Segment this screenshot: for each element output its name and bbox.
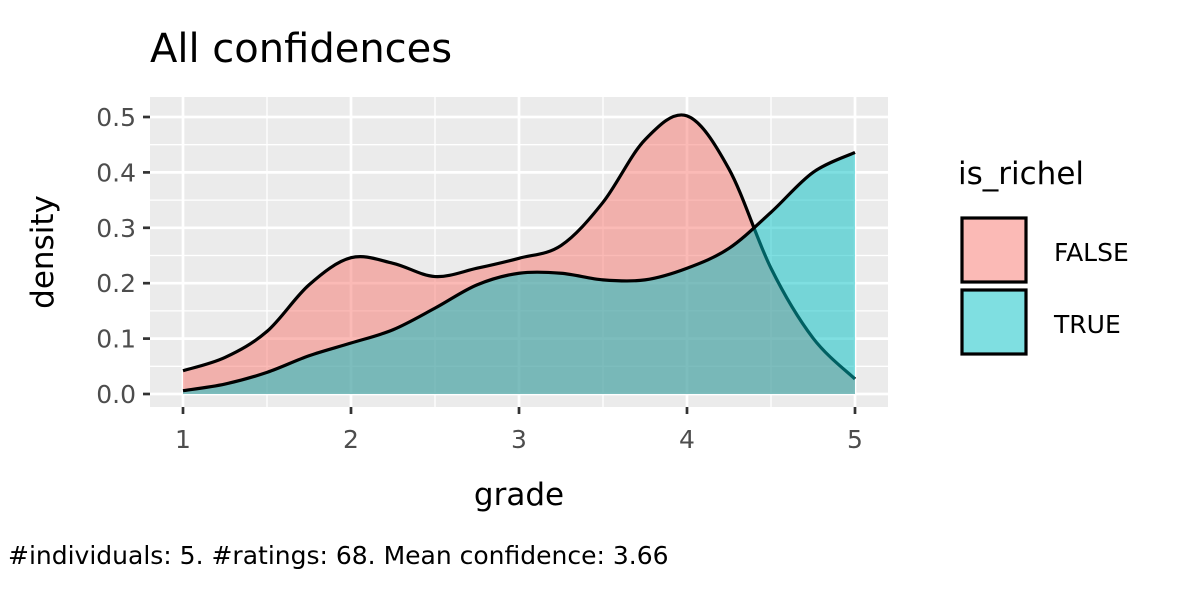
y-tick-label: 0.3 — [96, 214, 136, 243]
density-areas — [182, 113, 857, 394]
legend-key-false — [960, 216, 1028, 284]
legend-key-true — [960, 288, 1028, 356]
y-tick-label: 0.1 — [96, 325, 136, 354]
y-tick-label: 0.5 — [96, 103, 136, 132]
legend-title: is_richel — [958, 156, 1084, 192]
axes: 1 2 3 4 5 0.0 0.1 0.2 0.3 0.4 0.5 — [96, 103, 863, 454]
chart-title: All confidences — [150, 26, 452, 72]
x-tick-label: 5 — [847, 425, 863, 454]
density-line-true — [182, 150, 856, 393]
y-axis-title: density — [25, 195, 61, 309]
y-tick-label: 0.4 — [96, 158, 136, 187]
legend: is_richel FALSE TRUE — [958, 156, 1129, 356]
y-tick-label: 0.2 — [96, 269, 136, 298]
x-tick-label: 1 — [175, 425, 191, 454]
caption: #individuals: 5. #ratings: 68. Mean conf… — [8, 541, 669, 570]
legend-label: TRUE — [1053, 310, 1121, 339]
x-tick-label: 2 — [343, 425, 359, 454]
legend-label: FALSE — [1054, 238, 1129, 267]
x-tick-label: 4 — [679, 425, 695, 454]
x-axis-title: grade — [474, 477, 564, 513]
density-line-false — [182, 113, 857, 381]
y-tick-label: 0.0 — [96, 380, 136, 409]
x-tick-label: 3 — [511, 425, 527, 454]
